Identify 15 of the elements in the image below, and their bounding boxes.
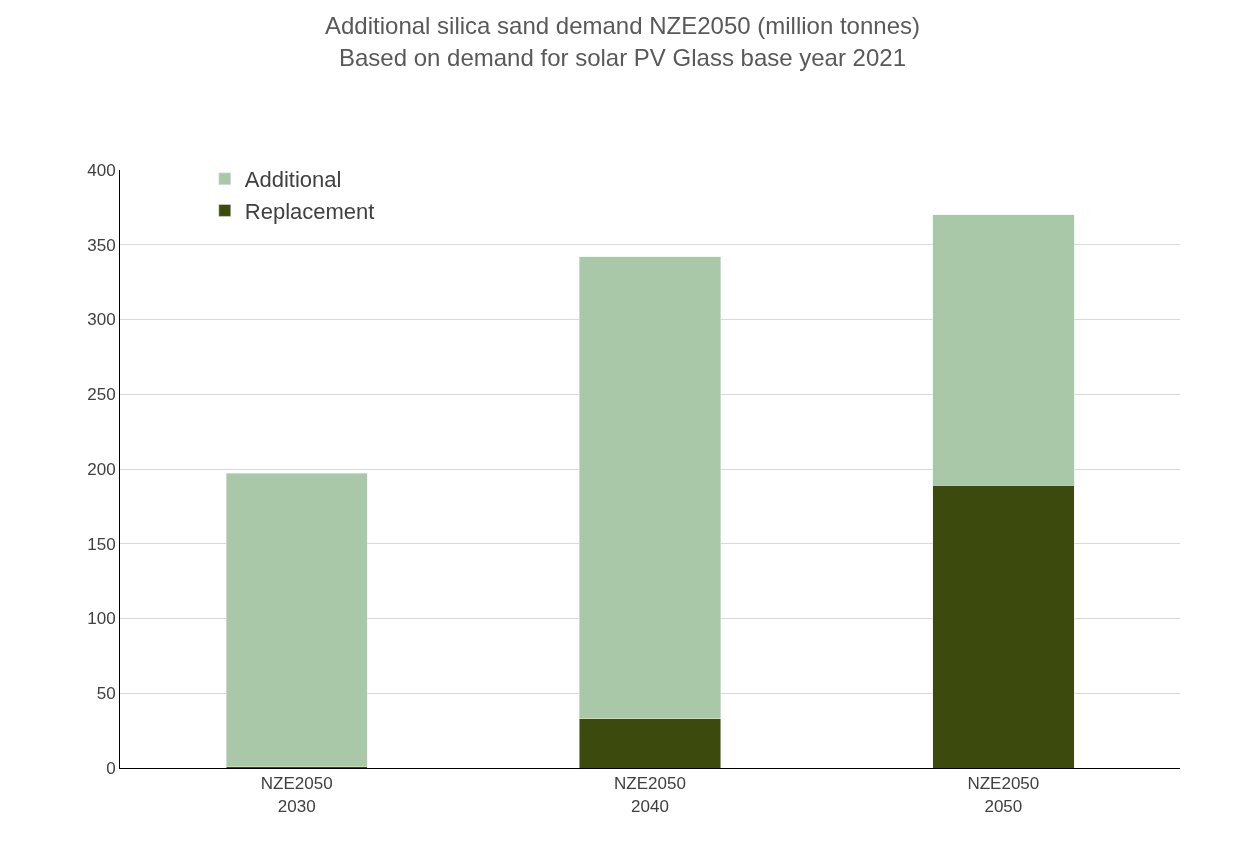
y-tick-label: 150: [87, 534, 116, 554]
x-tick-label: NZE2050 2030: [260, 774, 333, 816]
y-tick-label: 350: [87, 235, 116, 255]
y-tick-label: 0: [106, 758, 116, 778]
y-tick-label: 100: [87, 609, 116, 629]
x-tick-label: NZE2050 2050: [967, 774, 1040, 816]
chart-title: Additional silica sand demand NZE2050 (million tonnes) Based on demand for solar PV Glass base year 2021: [325, 12, 920, 71]
legend-label: Replacement: [244, 199, 375, 225]
x-tick-label: NZE2050 2040: [614, 774, 686, 816]
y-tick-label: 300: [87, 310, 116, 330]
y-tick-label: 200: [87, 459, 116, 479]
legend-label: Additional: [244, 167, 342, 193]
y-tick-label: 50: [96, 684, 116, 704]
y-tick-label: 400: [87, 160, 116, 180]
y-tick-label: 250: [87, 385, 116, 405]
